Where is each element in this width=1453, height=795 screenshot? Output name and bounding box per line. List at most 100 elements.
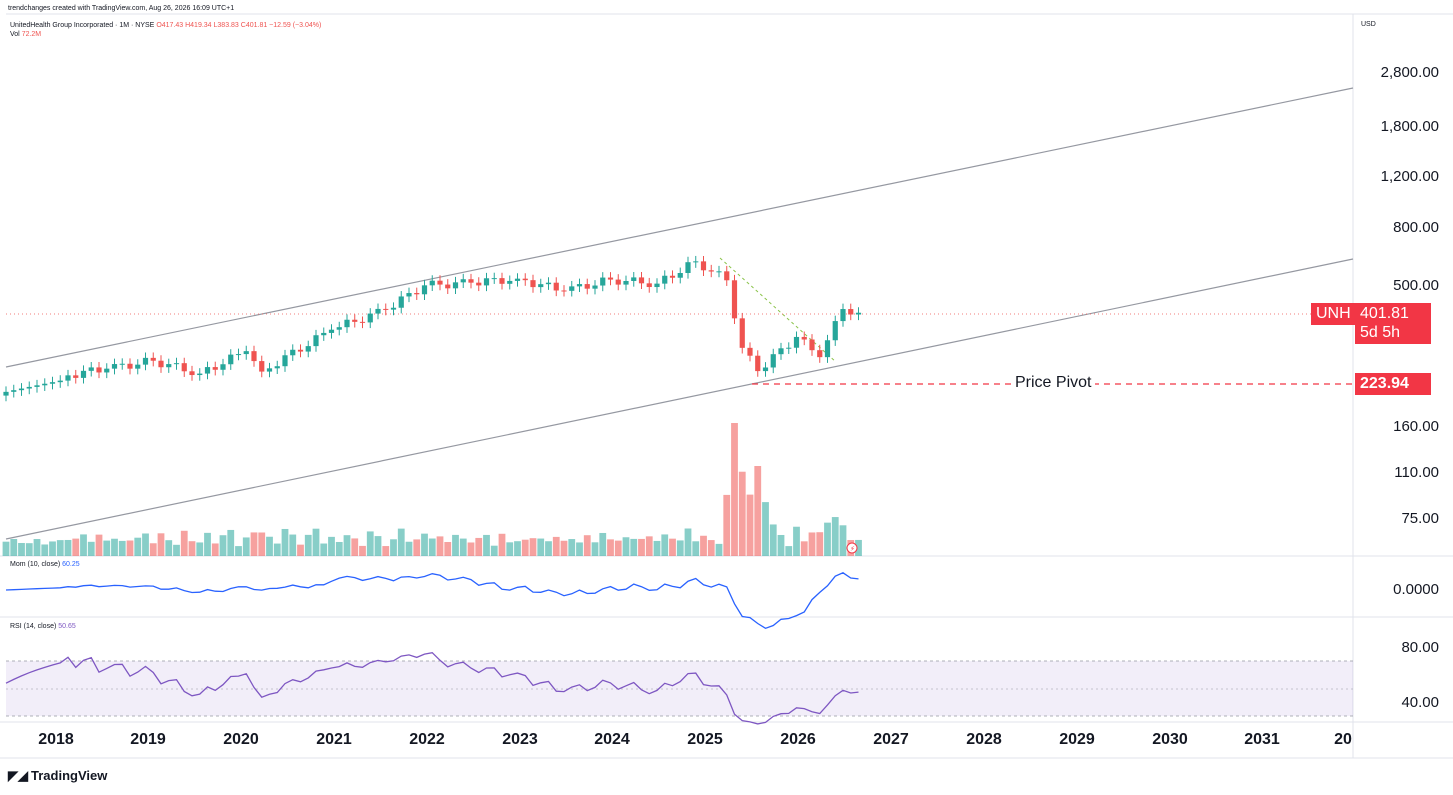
volume-value: 72.2M xyxy=(21,31,42,38)
candle-body xyxy=(367,313,373,323)
currency-label[interactable]: USD xyxy=(1361,21,1376,28)
volume-bar xyxy=(374,536,382,556)
pivot-label[interactable]: Price Pivot xyxy=(1011,374,1096,392)
volume-bar xyxy=(72,538,80,556)
volume-bar xyxy=(103,540,111,556)
volume-bar xyxy=(622,537,630,556)
volume-bar xyxy=(762,502,769,556)
symbol-tag[interactable]: UNH xyxy=(1311,303,1356,325)
volume-bar xyxy=(297,544,304,556)
volume-bar xyxy=(149,543,157,556)
channel-lower-line[interactable] xyxy=(5,258,1354,540)
volume-bar xyxy=(49,541,56,556)
price-tick: 75.00 xyxy=(1401,510,1439,527)
volume-bar xyxy=(204,532,211,556)
candle-body xyxy=(638,277,645,284)
candle-body xyxy=(127,363,133,369)
momentum-legend[interactable]: Mom (10, close) 60.25 xyxy=(10,561,80,568)
volume-bar xyxy=(196,542,204,556)
volume-bar xyxy=(281,528,289,556)
volume-bar xyxy=(700,535,707,556)
volume-bar xyxy=(684,528,692,556)
volume-bar xyxy=(390,539,397,556)
candle-body xyxy=(197,373,203,376)
candle-body xyxy=(235,354,242,356)
year-tick: 20 xyxy=(1334,731,1352,748)
momentum-tick: 0.0000 xyxy=(1393,581,1439,598)
volume-bar xyxy=(134,537,142,556)
volume-bar xyxy=(452,534,459,556)
down-trendline[interactable] xyxy=(719,257,837,363)
candle-body xyxy=(313,335,319,347)
rsi-band xyxy=(6,661,1353,716)
candle-body xyxy=(42,383,48,386)
volume-bar xyxy=(157,533,165,556)
volume-bar xyxy=(459,538,467,556)
volume-bar xyxy=(273,543,281,556)
momentum-line xyxy=(5,572,859,630)
volume-bar xyxy=(808,532,816,556)
candle-body xyxy=(576,284,583,287)
year-tick: 2027 xyxy=(873,731,909,748)
candle-body xyxy=(786,347,792,349)
volume-bar xyxy=(723,494,731,556)
candle-body xyxy=(282,355,288,367)
volume-bars xyxy=(2,423,862,556)
year-tick: 2021 xyxy=(316,731,352,748)
volume-bar xyxy=(80,534,87,556)
candle-body xyxy=(460,279,466,283)
candle-body xyxy=(669,275,676,278)
year-tick: 2024 xyxy=(594,731,630,748)
tradingview-brand[interactable]: ◤◢ TradingView xyxy=(8,768,107,784)
candle-body xyxy=(507,280,513,284)
event-marker-icon[interactable] xyxy=(846,542,858,554)
year-tick: 2020 xyxy=(223,731,259,748)
candle-body xyxy=(793,336,800,348)
channel-upper-line[interactable] xyxy=(5,87,1354,368)
rsi-legend[interactable]: RSI (14, close) 50.65 xyxy=(10,623,76,630)
candle-body xyxy=(840,309,846,322)
momentum-value: 60.25 xyxy=(62,561,80,568)
candle-body xyxy=(119,363,125,365)
volume-bar xyxy=(731,423,738,556)
volume-bar xyxy=(413,539,421,556)
volume-bar xyxy=(475,537,483,556)
rsi-tick: 80.00 xyxy=(1401,639,1439,656)
symbol-line: UnitedHealth Group Incorporated · 1M · N… xyxy=(10,22,321,29)
bar-countdown: 5d 5h xyxy=(1355,323,1431,344)
volume-bar xyxy=(64,539,72,556)
candle-body xyxy=(73,375,79,378)
year-tick: 2019 xyxy=(130,731,166,748)
volume-bar xyxy=(521,539,529,556)
candle-body xyxy=(654,283,660,288)
volume-bar xyxy=(576,542,583,556)
candle-body xyxy=(390,307,397,310)
volume-bar xyxy=(320,543,328,556)
candle-body xyxy=(158,360,164,368)
volume-bar xyxy=(428,538,436,556)
candle-body xyxy=(421,285,428,295)
candle-body xyxy=(499,278,505,284)
candle-body xyxy=(150,357,156,361)
candle-body xyxy=(824,340,831,358)
candle-body xyxy=(359,321,366,323)
candle-body xyxy=(724,271,730,281)
rsi-value: 50.65 xyxy=(58,623,76,630)
candle-body xyxy=(259,361,265,372)
candle-body xyxy=(662,275,668,284)
volume-bar xyxy=(235,546,242,556)
candle-body xyxy=(406,293,412,297)
volume-bar xyxy=(824,522,831,556)
volume-bar xyxy=(692,541,700,556)
candle-body xyxy=(739,318,745,348)
volume-bar xyxy=(769,524,777,556)
candle-body xyxy=(522,278,528,281)
volume-bar xyxy=(529,538,537,556)
candle-body xyxy=(615,279,621,285)
volume-bar xyxy=(180,530,188,556)
ohlc-values: O417.43 H419.34 L383.83 C401.81 −12.59 (… xyxy=(156,22,322,29)
volume-bar xyxy=(436,536,444,556)
volume-bar xyxy=(328,536,335,556)
symbol-name[interactable]: UnitedHealth Group Incorporated · 1M · N… xyxy=(10,22,155,29)
